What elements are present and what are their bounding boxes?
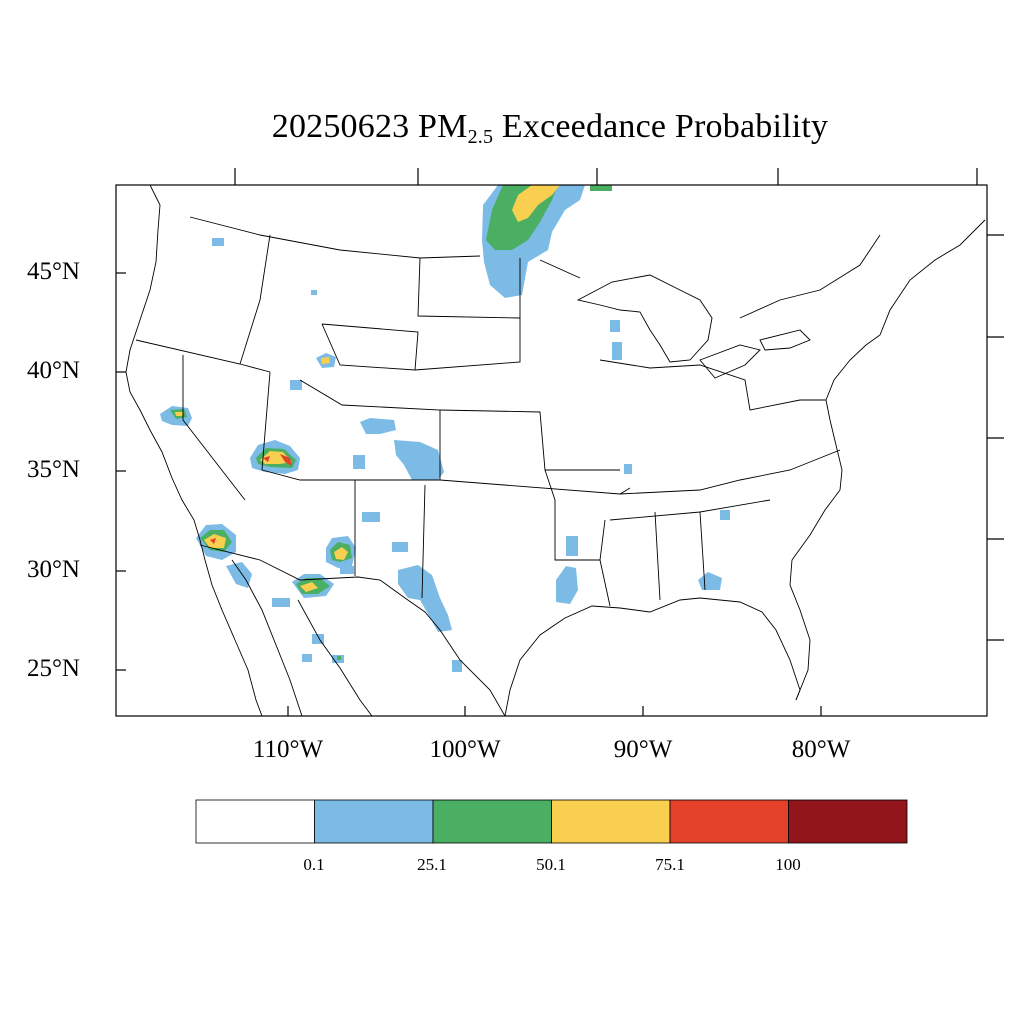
- map-boundaries: [125, 185, 986, 716]
- colorbar-label-0: 0.1: [303, 855, 325, 874]
- colorbar-box-5: [788, 799, 908, 844]
- lat-label-30: 30°N: [26, 556, 80, 583]
- colorbar-box-1: [314, 799, 434, 844]
- title-main: 20250623 PM: [271, 108, 468, 145]
- lon-label-80w: 80°W: [791, 736, 851, 763]
- colorbar-box-2: [432, 799, 552, 844]
- colorbar-box-4: [669, 799, 789, 844]
- colorbar-box-3: [551, 799, 671, 844]
- lon-label-110w: 110°W: [252, 736, 324, 763]
- lat-label-45: 45°N: [26, 258, 80, 285]
- lat-label-40: 40°N: [26, 357, 80, 384]
- lon-label-100w: 100°W: [429, 736, 501, 763]
- colorbar-label-4: 100: [775, 855, 801, 874]
- lat-label-25: 25°N: [26, 655, 80, 682]
- colorbar-label-2: 50.1: [536, 855, 566, 874]
- title-subscript: 2.5: [467, 126, 494, 148]
- map-frame: [115, 184, 988, 717]
- colorbar-label-3: 75.1: [655, 855, 685, 874]
- probability-field: [160, 185, 730, 672]
- title-rest: Exceedance Probability: [493, 108, 829, 145]
- colorbar-label-1: 25.1: [417, 855, 447, 874]
- lon-label-90w: 90°W: [613, 736, 673, 763]
- axis-ticks: [116, 168, 1004, 716]
- lat-label-35: 35°N: [26, 456, 80, 483]
- colorbar-box-0: [195, 799, 315, 844]
- chart-title: 20250623 PM2.5 Exceedance Probability: [0, 108, 1024, 149]
- colorbar: [195, 799, 908, 844]
